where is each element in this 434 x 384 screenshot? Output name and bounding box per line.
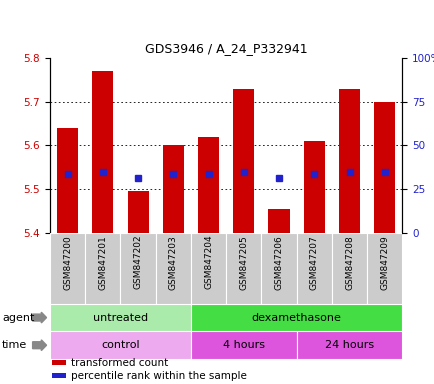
Bar (127, 191, 148, 233)
Bar (191, 331, 296, 359)
Bar (85, 233, 120, 304)
Bar (331, 233, 366, 304)
Bar (338, 89, 359, 233)
Text: 24 hours: 24 hours (324, 340, 373, 350)
Bar (191, 304, 401, 331)
Text: 4 hours: 4 hours (222, 340, 264, 350)
Bar (268, 209, 289, 233)
Text: GSM847202: GSM847202 (133, 235, 142, 290)
Text: time: time (2, 340, 27, 350)
Bar (57, 128, 78, 233)
Text: control: control (101, 340, 139, 350)
Bar (261, 233, 296, 304)
Text: transformed count: transformed count (71, 358, 168, 367)
Text: untreated: untreated (93, 313, 148, 323)
Bar (303, 141, 324, 233)
Bar (52, 360, 66, 365)
Bar (52, 373, 66, 378)
Title: GDS3946 / A_24_P332941: GDS3946 / A_24_P332941 (145, 42, 307, 55)
Text: GSM847209: GSM847209 (379, 235, 388, 290)
Bar (373, 102, 395, 233)
Bar (50, 304, 191, 331)
Text: GSM847203: GSM847203 (168, 235, 178, 290)
Text: GSM847205: GSM847205 (239, 235, 248, 290)
Text: agent: agent (2, 313, 34, 323)
Bar (162, 146, 184, 233)
Text: GSM847208: GSM847208 (344, 235, 353, 290)
Bar (366, 233, 401, 304)
Bar (50, 233, 85, 304)
Text: GSM847200: GSM847200 (63, 235, 72, 290)
Text: GSM847207: GSM847207 (309, 235, 318, 290)
Bar (92, 71, 113, 233)
Bar (155, 233, 191, 304)
Text: percentile rank within the sample: percentile rank within the sample (71, 371, 247, 381)
Bar (226, 233, 261, 304)
Bar (233, 89, 254, 233)
Bar (191, 233, 226, 304)
Text: GSM847206: GSM847206 (274, 235, 283, 290)
Text: dexamethasone: dexamethasone (251, 313, 341, 323)
Text: GSM847204: GSM847204 (204, 235, 213, 290)
Bar (296, 233, 331, 304)
Bar (197, 137, 219, 233)
Bar (296, 331, 401, 359)
Bar (120, 233, 155, 304)
Text: GSM847201: GSM847201 (98, 235, 107, 290)
Bar (50, 331, 191, 359)
